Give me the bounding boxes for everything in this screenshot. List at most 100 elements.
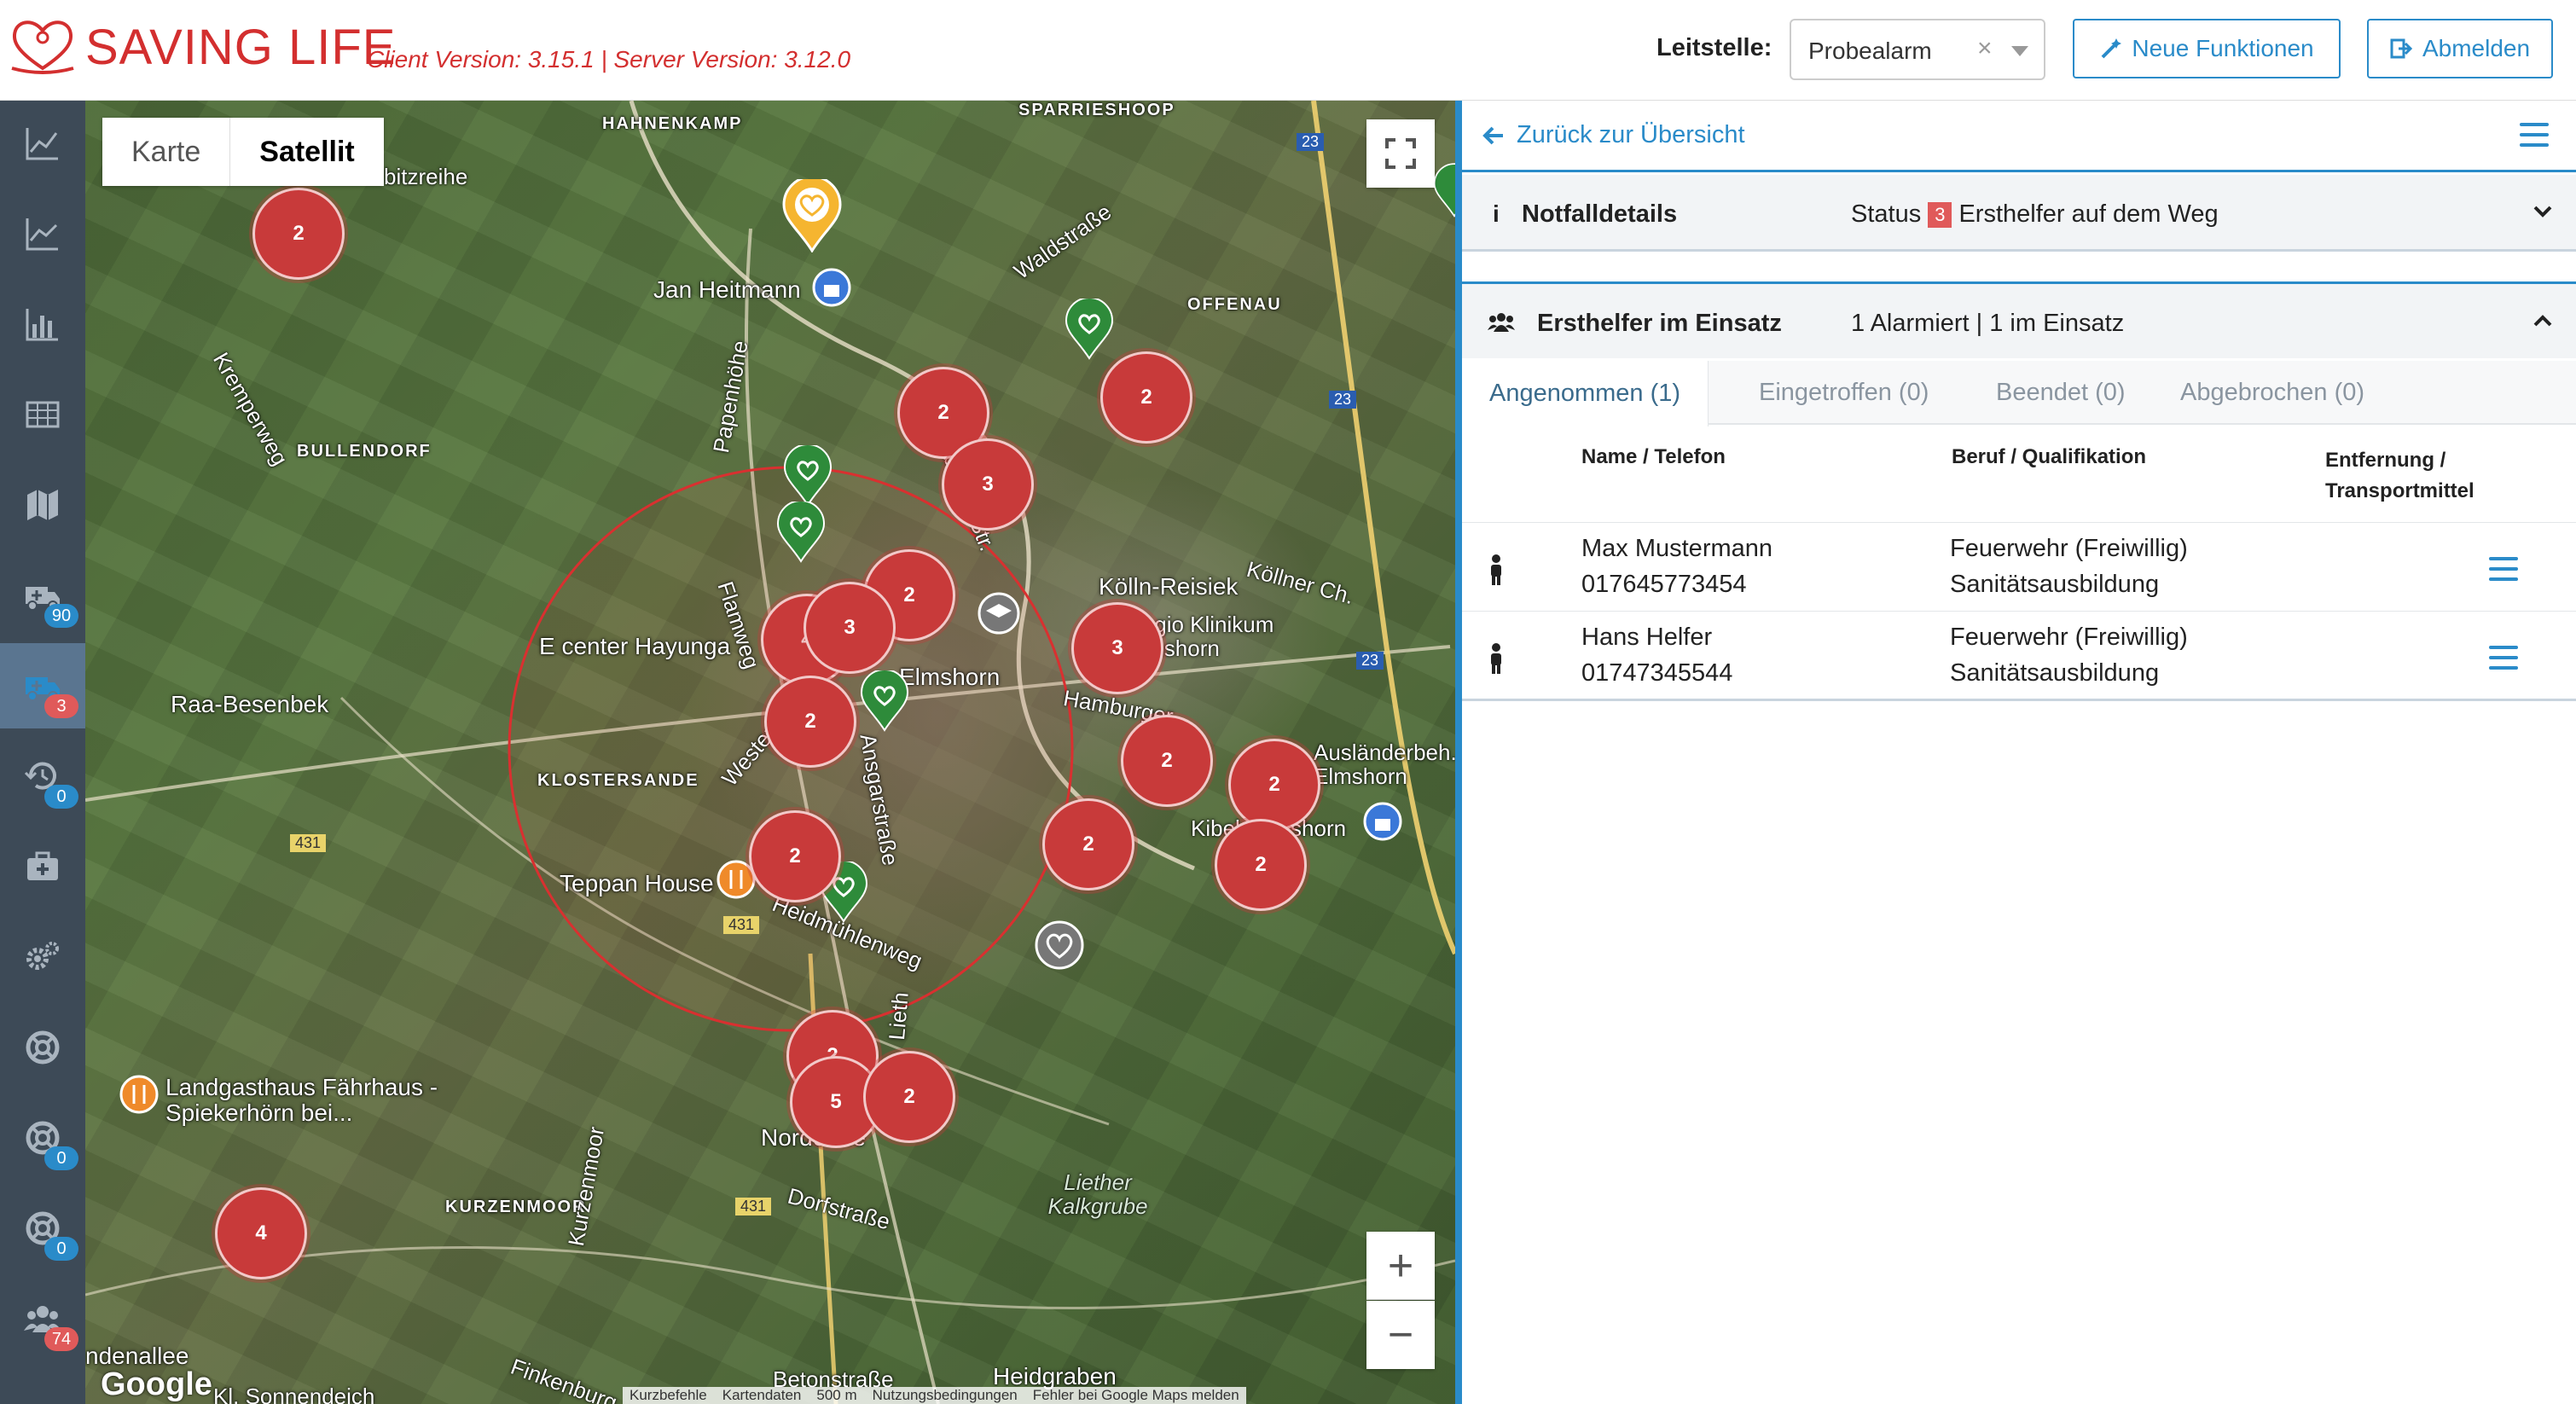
tab-beendet[interactable]: Beendet (0): [1996, 379, 2126, 406]
ersthelfer-header[interactable]: Ersthelfer im Einsatz 1 Alarmiert | 1 im…: [1462, 281, 2576, 358]
table-row[interactable]: Max Mustermann 017645773454 Feuerwehr (F…: [1462, 522, 2576, 611]
defibrillator-pin-icon[interactable]: [783, 445, 833, 507]
sidebar-item-history[interactable]: 0: [0, 734, 85, 819]
map-label: Elmshorn: [899, 664, 1001, 690]
road-badge: 431: [290, 834, 327, 852]
road-badge: 431: [723, 916, 760, 934]
sidebar-item-active-emergency[interactable]: 3: [0, 643, 85, 728]
tab-abgebrochen[interactable]: Abgebrochen (0): [2180, 379, 2365, 406]
logout-label: Abmelden: [2422, 35, 2531, 61]
leitstelle-select[interactable]: Probealarm ×: [1790, 19, 2045, 80]
sidebar-item-bar-chart[interactable]: [0, 281, 85, 367]
restaurant-icon: [717, 860, 756, 899]
defibrillator-pin-icon[interactable]: [776, 502, 826, 563]
arrow-left-icon: [1482, 126, 1503, 144]
status-text: Ersthelfer auf dem Weg: [1958, 200, 2219, 228]
map-label: Ausländerbeh. Elmshorn: [1314, 740, 1455, 789]
bar-chart-icon: [26, 309, 58, 341]
chevron-down-icon[interactable]: [2528, 197, 2557, 226]
fullscreen-button[interactable]: [1366, 119, 1435, 188]
logout-button[interactable]: Abmelden: [2367, 19, 2553, 78]
lifebuoy-icon: [26, 1121, 60, 1155]
sidebar-item-table[interactable]: [0, 372, 85, 457]
chevron-up-icon[interactable]: [2528, 306, 2557, 335]
dropdown-arrow-icon[interactable]: [2011, 46, 2028, 56]
terms-link[interactable]: Nutzungsbedingungen: [872, 1387, 1018, 1403]
defibrillator-pin-icon[interactable]: [860, 670, 909, 732]
map-label: Jan Heitmann: [653, 276, 801, 303]
zoom-out-button[interactable]: −: [1366, 1301, 1435, 1369]
sidebar-item-support[interactable]: [0, 1005, 85, 1090]
leitstelle-label: Leitstelle:: [1656, 34, 1772, 61]
restaurant-icon: [119, 1075, 159, 1114]
helper-cluster[interactable]: 2: [1100, 351, 1192, 444]
map-view[interactable]: 23 23 23 431 431 431 HAHNENKAMP SPARRIES…: [85, 101, 1455, 1404]
row-menu-icon[interactable]: [2489, 557, 2518, 581]
helper-cluster[interactable]: 3: [1071, 602, 1163, 694]
panel-menu-icon[interactable]: [2520, 123, 2549, 147]
back-to-overview-link[interactable]: Zurück zur Übersicht: [1482, 121, 1745, 149]
helper-beruf: Feuerwehr (Freiwillig): [1950, 624, 2188, 651]
map-label: Landgasthaus Fährhaus - Spiekerhörn bei.…: [165, 1074, 438, 1126]
fullscreen-icon: [1385, 138, 1416, 169]
panel-divider[interactable]: [1455, 101, 1462, 1404]
detail-panel: Zurück zur Übersicht i Notfalldetails St…: [1462, 101, 2576, 1404]
map-type-satellite-button[interactable]: Satellit: [259, 135, 355, 168]
helper-cluster[interactable]: 3: [804, 582, 896, 674]
sidebar-item-line-chart[interactable]: [0, 101, 85, 186]
sidebar-item-support-3[interactable]: 0: [0, 1186, 85, 1271]
defibrillator-pin-icon[interactable]: [1433, 160, 1455, 222]
emergency-location-pin-icon[interactable]: [782, 179, 842, 252]
tab-angenommen[interactable]: Angenommen (1): [1462, 361, 1709, 426]
clear-icon[interactable]: ×: [1977, 34, 1993, 62]
helper-cluster[interactable]: 2: [1121, 715, 1213, 807]
helper-cluster[interactable]: 2: [863, 1051, 955, 1143]
helper-cluster[interactable]: 2: [1042, 798, 1134, 891]
keyboard-shortcuts-link[interactable]: Kurzbefehle: [629, 1387, 707, 1403]
ambulance-icon: [26, 587, 60, 611]
sidebar-item-map[interactable]: [0, 462, 85, 548]
sidebar-badge: 74: [44, 1327, 78, 1351]
sidebar-item-settings[interactable]: [0, 914, 85, 1000]
helper-cluster[interactable]: 2: [764, 676, 856, 768]
helper-cluster[interactable]: 4: [215, 1187, 307, 1279]
map-data-link[interactable]: Kartendaten: [722, 1387, 802, 1403]
sidebar-item-support-2[interactable]: 0: [0, 1095, 85, 1181]
map-type-map-button[interactable]: Karte: [102, 118, 231, 186]
sidebar-badge: 90: [44, 604, 78, 628]
helper-name: Max Mustermann: [1581, 535, 1773, 562]
sidebar-item-medkit[interactable]: [0, 824, 85, 909]
google-logo: Google: [101, 1366, 212, 1402]
helper-cluster[interactable]: 2: [749, 810, 841, 902]
defibrillator-pin-icon[interactable]: [1065, 299, 1114, 360]
sidebar-item-users[interactable]: 74: [0, 1276, 85, 1361]
logo-heart-icon: [11, 20, 74, 74]
table-row[interactable]: Hans Helfer 01747345544 Feuerwehr (Freiw…: [1462, 611, 2576, 701]
road-badge: 23: [1297, 133, 1325, 151]
column-header-distance: Entfernung / Transportmittel: [2325, 449, 2474, 502]
notfall-details-header[interactable]: i Notfalldetails Status 3 Ersthelfer auf…: [1462, 175, 2576, 252]
report-error-link[interactable]: Fehler bei Google Maps melden: [1032, 1387, 1239, 1403]
sidebar-item-area-chart[interactable]: [0, 191, 85, 276]
version-info: Client Version: 3.15.1 | Server Version:…: [367, 46, 851, 73]
zoom-in-button[interactable]: +: [1366, 1232, 1435, 1300]
map-label: Liether Kalkgrube: [1047, 1169, 1148, 1219]
ersthelfer-title: Ersthelfer im Einsatz: [1537, 310, 1782, 337]
helper-cluster[interactable]: 2: [1228, 739, 1320, 831]
tab-eingetroffen[interactable]: Eingetroffen (0): [1759, 379, 1929, 406]
sidebar-item-ambulance[interactable]: 90: [0, 553, 85, 638]
new-features-button[interactable]: Neue Funktionen: [2073, 19, 2341, 78]
map-label: Raa-Besenbek: [171, 691, 329, 717]
sign-out-icon: [2390, 38, 2413, 59]
row-menu-icon[interactable]: [2489, 646, 2518, 670]
helper-phone: 01747345544: [1581, 659, 1733, 687]
helper-cluster[interactable]: 2: [252, 188, 345, 280]
defibrillator-inactive-icon[interactable]: [1034, 920, 1085, 971]
area-chart-icon: [26, 218, 58, 251]
info-icon: i: [1493, 200, 1500, 227]
sidebar-badge: 3: [44, 694, 78, 718]
map-label: HAHNENKAMP: [602, 114, 743, 133]
helper-cluster[interactable]: 2: [1215, 819, 1307, 911]
helper-cluster[interactable]: 3: [942, 438, 1034, 531]
helper-qualification: Sanitätsausbildung: [1950, 659, 2160, 687]
